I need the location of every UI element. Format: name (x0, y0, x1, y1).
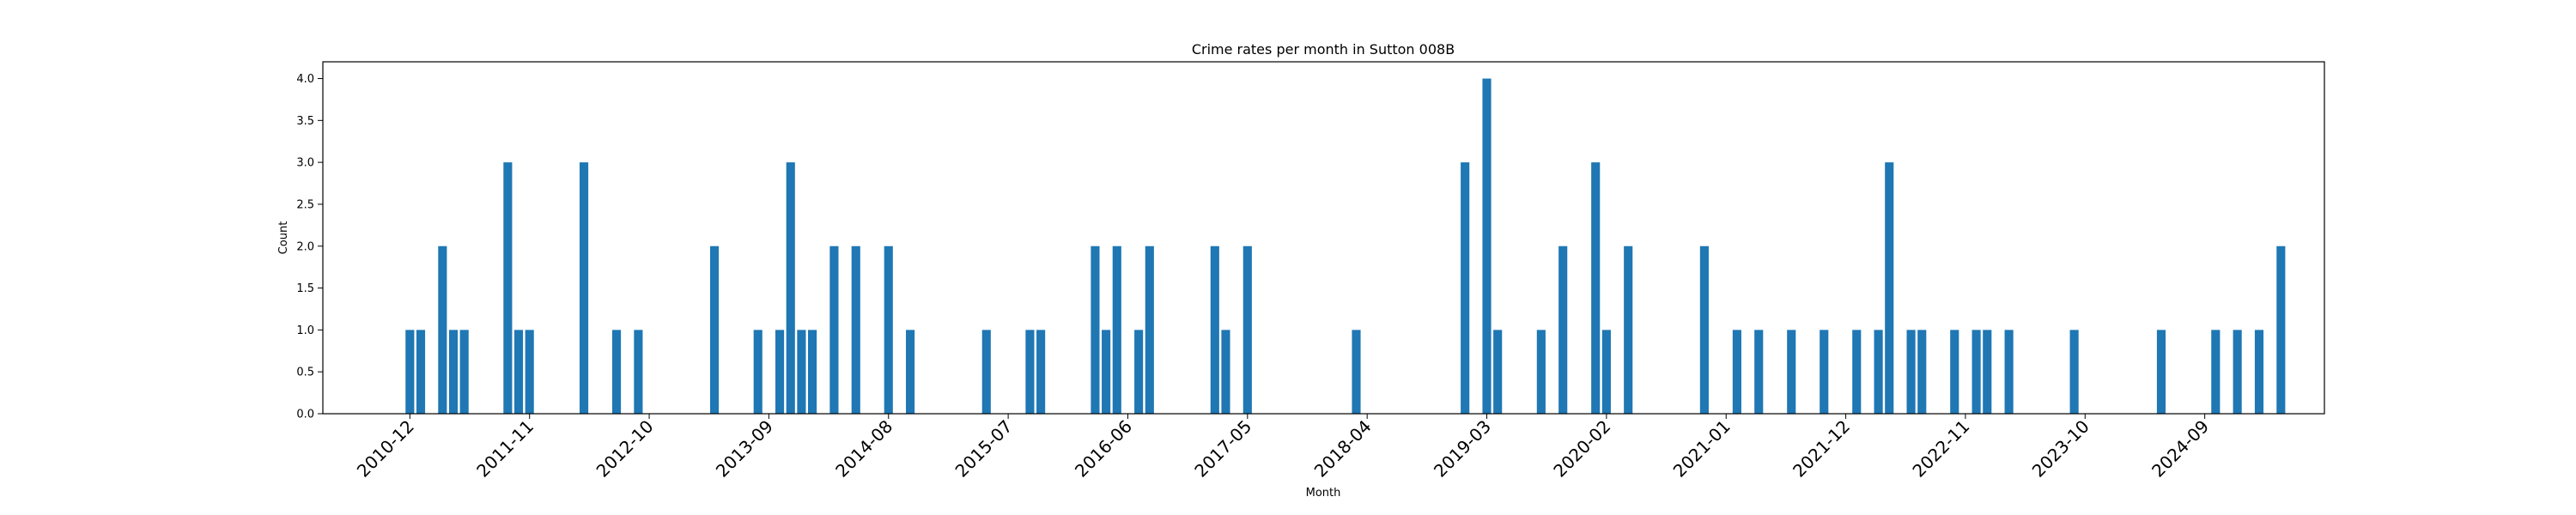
y-tick-label: 2.5 (296, 198, 314, 211)
bar-2017-03 (1221, 330, 1230, 414)
bar-2021-07 (1787, 330, 1796, 414)
bar-2011-04 (448, 330, 459, 414)
y-tick-label: 1.5 (296, 282, 314, 295)
bar-2014-08 (884, 245, 893, 414)
bar-2020-11 (1699, 245, 1709, 414)
bar-2022-01 (1852, 330, 1862, 414)
bar-2020-01 (1591, 162, 1601, 414)
x-tick-label: 2021-12 (1789, 416, 1854, 482)
bar-2011-03 (438, 245, 447, 414)
y-axis-label: Count (277, 221, 290, 255)
bar-2016-05 (1112, 245, 1121, 414)
y-axis: 0.0 0.5 1.0 1.5 2.0 2.5 3.0 3.5 4.0 (296, 73, 323, 421)
plot-frame (322, 61, 2325, 415)
bar-2025-04 (2276, 245, 2286, 414)
bar-2011-10 (513, 330, 524, 414)
bar-2015-05 (981, 330, 991, 414)
bar-2016-08 (1145, 245, 1154, 414)
x-tick-label: 2010-12 (353, 416, 418, 482)
x-tick-label: 2017-05 (1190, 416, 1255, 482)
y-tick-label: 2.0 (296, 240, 314, 253)
y-tick-label: 3.0 (296, 157, 314, 170)
bar-2019-03 (1482, 78, 1492, 415)
x-axis-label: Month (1306, 487, 1341, 500)
bar-2013-11 (786, 162, 795, 414)
bar-2012-04 (579, 162, 589, 414)
bar-2022-10 (1950, 330, 1959, 414)
y-tick-label: 4.0 (296, 73, 314, 86)
bar-2024-10 (2211, 330, 2221, 414)
bar-2012-09 (634, 330, 643, 414)
bar-2010-12 (405, 330, 415, 414)
bar-2023-01 (1983, 330, 1992, 414)
bar-2023-09 (2069, 330, 2079, 414)
x-tick-label: 2011-11 (472, 416, 538, 482)
x-tick-label: 2012-10 (592, 416, 658, 482)
x-axis: 2010-12 2011-11 2012-10 2013-09 2014-08 2015-… (353, 414, 2213, 482)
bar-2011-05 (459, 330, 469, 414)
bar-2019-01 (1461, 162, 1470, 414)
y-tick-label: 3.5 (296, 115, 314, 128)
bar-2021-10 (1820, 330, 1829, 414)
bar-2014-10 (906, 330, 915, 414)
bar-2016-07 (1134, 330, 1144, 414)
bar-2017-05 (1242, 245, 1252, 414)
x-tick-label: 2013-09 (712, 416, 777, 482)
bar-2011-09 (503, 162, 513, 414)
y-tick-label: 0.5 (296, 367, 314, 379)
bar-2022-07 (1917, 330, 1927, 414)
bar-2018-03 (1352, 330, 1361, 414)
x-tick-label: 2022-11 (1908, 416, 1973, 482)
x-tick-label: 2014-08 (831, 416, 896, 482)
bar-2025-02 (2254, 330, 2264, 414)
bar-2020-04 (1624, 245, 1633, 414)
bar-2023-03 (2004, 330, 2014, 414)
bar-2016-04 (1102, 330, 1111, 414)
bar-2015-09 (1025, 330, 1035, 414)
bar-2013-04 (710, 245, 720, 414)
bar-2017-02 (1210, 245, 1219, 414)
bar-2012-07 (611, 330, 622, 414)
x-tick-label: 2015-07 (951, 416, 1017, 482)
x-tick-label: 2018-04 (1310, 416, 1376, 482)
bar-2019-08 (1536, 330, 1546, 414)
bar-2020-02 (1601, 330, 1611, 414)
bar-2011-11 (525, 330, 534, 414)
bar-2022-03 (1874, 330, 1883, 414)
bar-2014-01 (808, 330, 817, 414)
bar-2022-12 (1971, 330, 1981, 414)
bar-2013-10 (775, 330, 785, 414)
bar-2014-05 (851, 245, 860, 414)
bar-2014-03 (829, 245, 839, 414)
bar-2021-04 (1754, 330, 1764, 414)
bars-group (405, 78, 2286, 415)
bar-2011-01 (416, 330, 426, 414)
x-tick-label: 2023-10 (2028, 416, 2093, 482)
x-tick-label: 2021-01 (1669, 416, 1735, 482)
bar-2013-08 (753, 330, 762, 414)
x-tick-label: 2024-09 (2148, 416, 2213, 482)
bar-2019-04 (1493, 330, 1503, 414)
y-tick-label: 0.0 (296, 409, 314, 421)
bar-2016-03 (1091, 245, 1100, 414)
x-tick-label: 2020-02 (1549, 416, 1614, 482)
bar-2022-06 (1906, 330, 1916, 414)
bar-2024-05 (2156, 330, 2166, 414)
bar-2015-10 (1036, 330, 1046, 414)
bar-2022-04 (1885, 162, 1894, 414)
bar-2021-02 (1732, 330, 1741, 414)
x-tick-label: 2019-03 (1430, 416, 1495, 482)
bar-2024-12 (2233, 330, 2242, 414)
bar-2013-12 (797, 330, 806, 414)
y-tick-label: 1.0 (296, 324, 314, 337)
bar-2019-10 (1558, 245, 1568, 414)
x-tick-label: 2016-06 (1071, 416, 1136, 482)
chart-title: Crime rates per month in Sutton 008B (1192, 41, 1455, 58)
